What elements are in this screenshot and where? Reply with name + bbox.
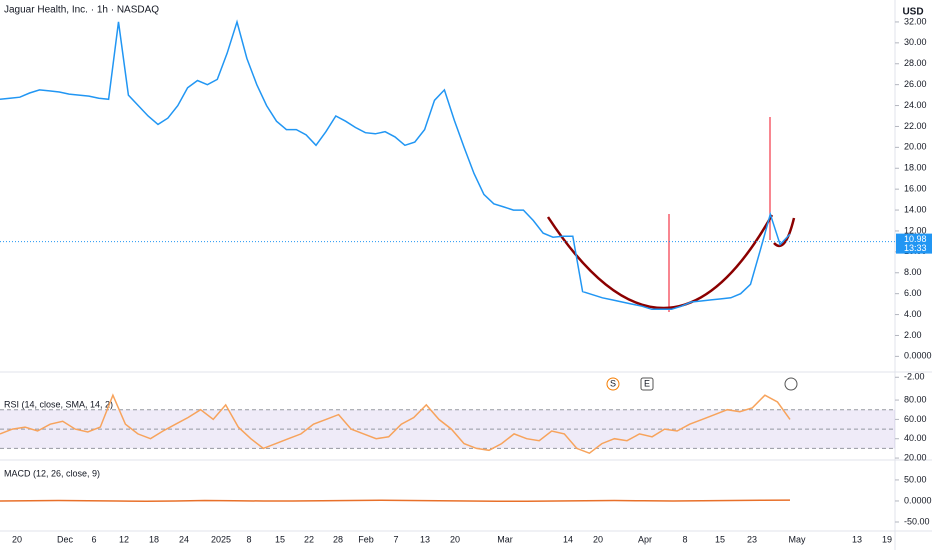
y-tick-label: 0.0000 xyxy=(904,351,932,361)
x-tick-label: 13 xyxy=(420,534,430,544)
event-label: S xyxy=(610,378,616,388)
x-tick-label: 14 xyxy=(563,534,573,544)
x-tick-label: 28 xyxy=(333,534,343,544)
y-tick-label: 32.00 xyxy=(904,16,927,26)
y-tick-label: 14.00 xyxy=(904,204,927,214)
y-tick-label: 80.00 xyxy=(904,394,927,404)
x-tick-label: Mar xyxy=(497,534,513,544)
handle-drawing xyxy=(773,217,796,248)
x-tick-label: 12 xyxy=(119,534,129,544)
y-tick-label: 20.00 xyxy=(904,142,927,152)
currency: USD xyxy=(902,7,923,18)
x-tick-label: 20 xyxy=(450,534,460,544)
countdown-label: 13:33 xyxy=(904,243,927,253)
x-tick-label: 20 xyxy=(593,534,603,544)
x-tick-label: 19 xyxy=(882,534,892,544)
series-line xyxy=(0,499,791,502)
x-tick-label: 23 xyxy=(747,534,757,544)
y-tick-label: 2.00 xyxy=(904,330,922,340)
y-tick-label: 50.00 xyxy=(904,474,927,484)
y-tick-label: -50.00 xyxy=(904,516,930,526)
last-price-label: 10.98 xyxy=(904,234,927,244)
x-tick-label: 24 xyxy=(179,534,189,544)
y-tick-label: 26.00 xyxy=(904,79,927,89)
y-tick-label: 40.00 xyxy=(904,433,927,443)
symbol-title: Jaguar Health, Inc. · 1h · NASDAQ xyxy=(4,5,159,16)
x-tick-label: Feb xyxy=(358,534,374,544)
macd-title: MACD (12, 26, close, 9) xyxy=(4,468,100,478)
x-tick-label: 15 xyxy=(275,534,285,544)
x-tick-label: Apr xyxy=(638,534,652,544)
y-tick-label: 24.00 xyxy=(904,100,927,110)
x-tick-label: Dec xyxy=(57,534,74,544)
x-tick-label: 8 xyxy=(246,534,251,544)
y-tick-label: 8.00 xyxy=(904,267,922,277)
y-tick-label: 16.00 xyxy=(904,184,927,194)
series-line xyxy=(0,393,791,455)
x-tick-label: 7 xyxy=(393,534,398,544)
y-tick-label: 28.00 xyxy=(904,58,927,68)
x-tick-label: 2025 xyxy=(211,534,231,544)
y-tick-label: 60.00 xyxy=(904,414,927,424)
x-tick-label: 13 xyxy=(852,534,862,544)
cup-drawing xyxy=(546,214,774,310)
y-tick-label: 18.00 xyxy=(904,163,927,173)
x-tick-label: 20 xyxy=(12,534,22,544)
x-tick-label: 18 xyxy=(149,534,159,544)
y-tick-label: 20.00 xyxy=(904,452,927,462)
y-tick-label: 12.00 xyxy=(904,225,927,235)
y-tick-label: 4.00 xyxy=(904,309,922,319)
y-tick-label: 0.0000 xyxy=(904,495,932,505)
rsi-title: RSI (14, close, SMA, 14, 2) xyxy=(4,399,113,409)
y-tick-label: 30.00 xyxy=(904,37,927,47)
y-tick-label: 6.00 xyxy=(904,288,922,298)
x-tick-label: 8 xyxy=(682,534,687,544)
event-icon[interactable] xyxy=(640,377,654,391)
x-tick-label: 6 xyxy=(91,534,96,544)
y-tick-label: -2.00 xyxy=(904,372,925,382)
y-tick-label: 22.00 xyxy=(904,121,927,131)
series-line xyxy=(0,19,791,311)
event-label: E xyxy=(644,378,650,388)
event-icon[interactable] xyxy=(784,377,798,391)
x-tick-label: 15 xyxy=(715,534,725,544)
last-price-tag xyxy=(896,233,932,254)
x-tick-label: 22 xyxy=(304,534,314,544)
x-tick-label: May xyxy=(788,534,806,544)
event-icon[interactable] xyxy=(606,377,620,391)
